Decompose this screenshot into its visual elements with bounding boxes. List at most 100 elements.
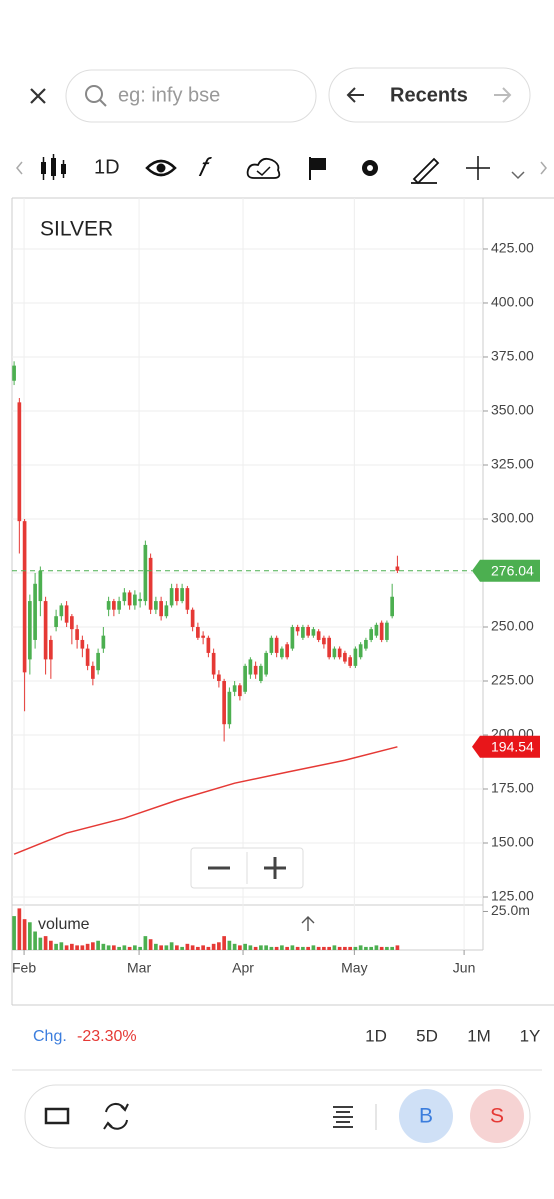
y-tick-label: 250.00 — [491, 618, 534, 634]
x-tick-label: Mar — [127, 960, 151, 976]
candle-body — [259, 665, 263, 681]
candle-body — [180, 588, 184, 602]
layout-icon[interactable] — [44, 1107, 70, 1125]
eye-icon[interactable] — [145, 159, 177, 177]
more-icon[interactable] — [511, 171, 525, 180]
chart-title: SILVER — [40, 218, 113, 241]
volume-bar — [327, 946, 331, 950]
range-button[interactable]: 5D — [416, 1026, 438, 1045]
volume-bar — [395, 945, 400, 950]
volume-bar — [322, 946, 326, 950]
sma-tag — [472, 735, 540, 758]
candle-body — [133, 594, 137, 606]
flag-icon[interactable] — [309, 157, 326, 180]
volume-bar — [269, 946, 274, 950]
scroll-right[interactable] — [540, 161, 547, 175]
volume-bar — [148, 939, 153, 950]
candle-body — [332, 648, 337, 658]
volume-bar — [348, 946, 352, 950]
cloud-icon[interactable] — [246, 157, 281, 179]
candle-body — [327, 637, 331, 658]
candle-body — [28, 601, 32, 660]
candle-body — [353, 648, 358, 666]
volume-bar — [290, 945, 295, 950]
volume-bar — [91, 942, 95, 950]
volume-bar — [185, 943, 190, 950]
refresh-icon[interactable] — [103, 1102, 129, 1130]
candle-body — [217, 674, 221, 681]
candle-body — [290, 626, 295, 649]
candle-body — [101, 635, 106, 649]
indicator-icon[interactable]: 𝑓 — [198, 153, 212, 182]
volume-bar — [253, 946, 258, 950]
volume-bar — [211, 943, 216, 950]
volume-bar — [201, 945, 205, 950]
range-button[interactable]: 1M — [467, 1026, 491, 1045]
range-button[interactable]: 1D — [365, 1026, 387, 1045]
sell-button[interactable] — [470, 1089, 524, 1143]
search-box[interactable] — [65, 69, 317, 123]
candle-body — [196, 626, 200, 638]
candle-body — [75, 629, 79, 640]
volume-bar — [117, 946, 121, 950]
volume-bar — [38, 937, 43, 950]
y-tick-label: 375.00 — [491, 348, 534, 364]
volume-bar — [154, 943, 158, 950]
volume-bar — [101, 943, 106, 950]
recents-pill[interactable] — [328, 67, 531, 123]
y-tick-label: 125.00 — [491, 888, 534, 904]
candle-body — [264, 652, 268, 675]
sell-label: S — [490, 1105, 504, 1128]
volume-bar — [243, 943, 247, 950]
volume-bar — [164, 945, 169, 950]
volume-bar — [122, 945, 127, 950]
draw-icon[interactable] — [411, 157, 440, 185]
volume-bar — [106, 945, 111, 950]
settings-icon[interactable] — [362, 160, 378, 176]
volume-bar — [353, 946, 358, 950]
volume-bar — [159, 945, 163, 950]
candle-body — [295, 626, 300, 632]
volume-bar — [175, 945, 179, 950]
candle-body — [227, 691, 232, 725]
buy-button[interactable] — [399, 1089, 453, 1143]
volume-bar — [59, 942, 64, 950]
range-button[interactable]: 1Y — [520, 1026, 541, 1045]
back-arrow[interactable] — [346, 87, 364, 103]
volume-bar — [217, 942, 221, 950]
scroll-left[interactable] — [16, 161, 23, 175]
candle-body — [122, 592, 127, 602]
candle-body — [222, 680, 226, 725]
volume-bar — [222, 936, 226, 950]
forward-arrow[interactable] — [494, 87, 512, 103]
candle-body — [38, 570, 43, 602]
expand-volume[interactable] — [301, 916, 315, 931]
y-tick-label: 400.00 — [491, 294, 534, 310]
volume-bar — [337, 946, 342, 950]
y-tick-label: 425.00 — [491, 240, 534, 256]
candle-body — [33, 583, 37, 640]
candle-body — [85, 648, 90, 666]
candle-body — [248, 659, 253, 675]
candle-body — [379, 622, 384, 640]
last-price-tag — [472, 559, 540, 582]
candle-body — [12, 365, 16, 381]
candle-body — [185, 588, 190, 610]
volume-bar — [54, 943, 58, 950]
volume-bar — [374, 945, 379, 950]
volume-bar — [316, 946, 321, 950]
volume-bar — [227, 940, 232, 950]
align-icon[interactable] — [333, 1106, 353, 1128]
candle-type-icon[interactable] — [41, 154, 66, 180]
volume-bar — [385, 946, 389, 950]
volume-bar — [12, 916, 16, 950]
candle-body — [17, 402, 22, 522]
candle-body — [316, 631, 321, 640]
crosshair-icon[interactable] — [466, 156, 490, 180]
volume-bar — [358, 945, 363, 950]
close-button[interactable] — [30, 88, 46, 104]
y-tick-label: 350.00 — [491, 402, 534, 418]
zoom-in[interactable] — [264, 857, 286, 879]
interval[interactable]: 1D — [94, 156, 120, 178]
